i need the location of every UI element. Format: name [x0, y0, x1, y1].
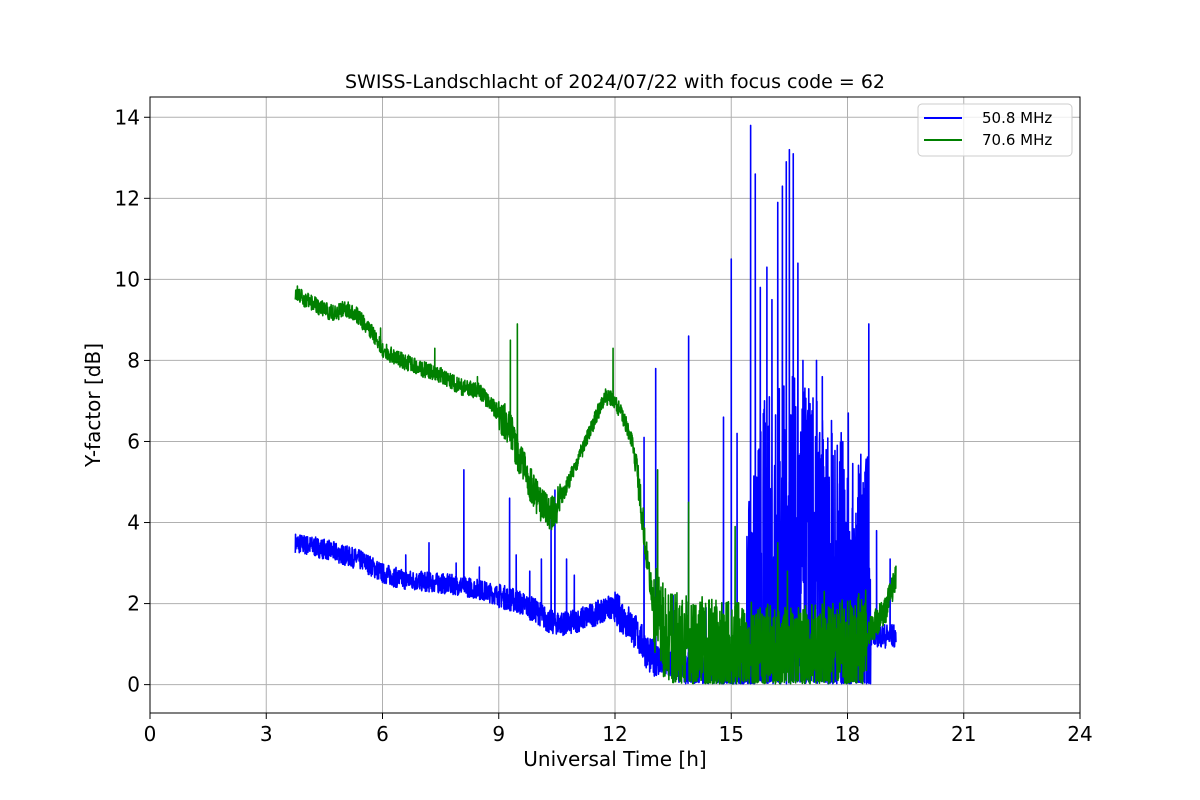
x-tick-label: 0 — [144, 722, 157, 746]
chart-title: SWISS-Landschlacht of 2024/07/22 with fo… — [345, 71, 885, 93]
x-tick-label: 21 — [951, 722, 976, 746]
legend-label-50-8-mhz: 50.8 MHz — [982, 109, 1052, 127]
y-tick-label: 14 — [115, 105, 140, 129]
y-axis-label: Y-factor [dB] — [81, 343, 105, 468]
series-layer — [294, 124, 897, 685]
x-tick-label: 9 — [492, 722, 505, 746]
y-tick-label: 2 — [127, 592, 140, 616]
y-tick-label: 12 — [115, 186, 140, 210]
series-line-70-6-mhz — [294, 285, 897, 685]
series-line-50-8-mhz — [294, 124, 897, 685]
x-tick-label: 15 — [719, 722, 744, 746]
y-tick-label: 10 — [115, 267, 140, 291]
x-tick-label: 24 — [1067, 722, 1092, 746]
legend-label-70-6-mhz: 70.6 MHz — [982, 131, 1052, 149]
x-tick-label: 6 — [376, 722, 389, 746]
x-tick-label: 3 — [260, 722, 273, 746]
x-tick-label: 12 — [602, 722, 627, 746]
y-tick-label: 8 — [127, 348, 140, 372]
legend: 50.8 MHz 70.6 MHz — [917, 103, 1073, 157]
y-tick-label: 6 — [127, 429, 140, 453]
x-tick-label: 18 — [835, 722, 860, 746]
x-axis-label: Universal Time [h] — [523, 747, 706, 771]
y-tick-label: 4 — [127, 511, 140, 535]
y-tick-label: 0 — [127, 673, 140, 697]
